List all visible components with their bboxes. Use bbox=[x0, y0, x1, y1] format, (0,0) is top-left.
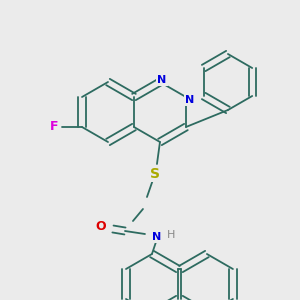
Text: N: N bbox=[185, 95, 195, 105]
Text: F: F bbox=[50, 121, 58, 134]
Text: N: N bbox=[157, 75, 167, 85]
Text: O: O bbox=[96, 220, 106, 232]
Text: H: H bbox=[167, 230, 175, 240]
Text: N: N bbox=[152, 232, 162, 242]
Text: S: S bbox=[150, 167, 160, 181]
